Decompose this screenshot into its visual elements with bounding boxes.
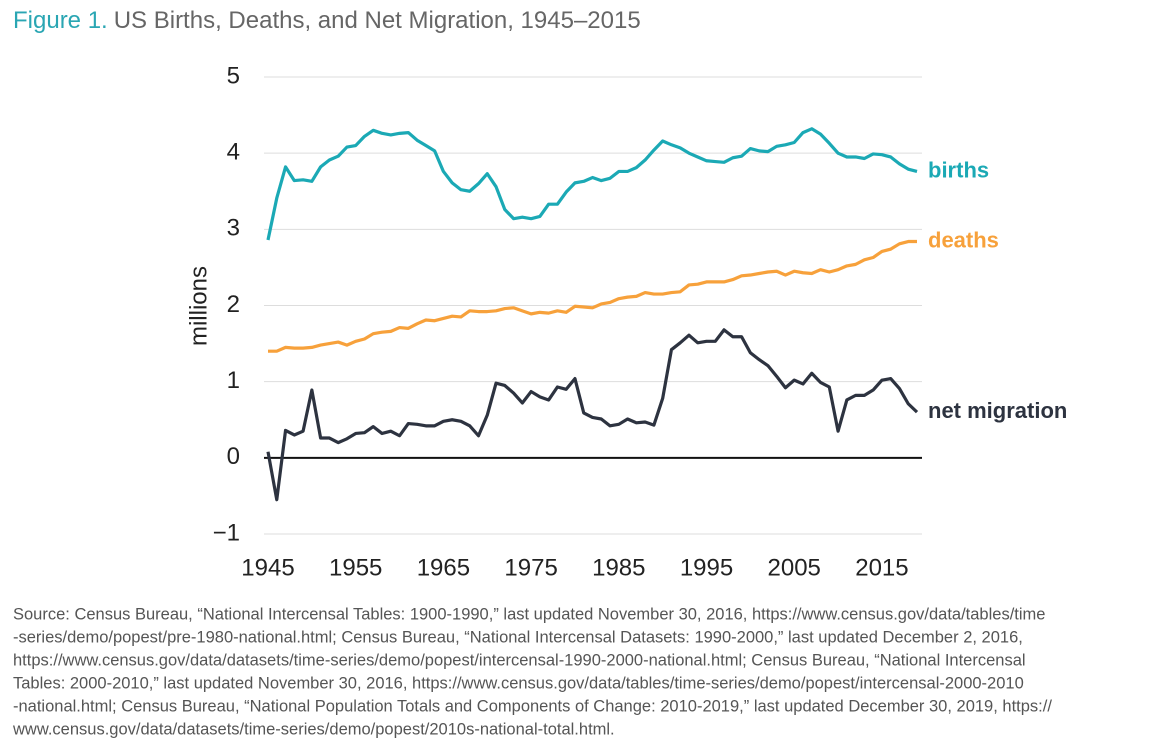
source-note: https://www.census.gov/data/datasets/tim… (13, 651, 1026, 669)
source-note: Tables: 2000-2010,” last updated Novembe… (13, 674, 1024, 692)
y-tick-label: 1 (227, 367, 240, 394)
x-tick-label: 1995 (680, 554, 733, 581)
source-note: -series/demo/popest/pre-1980-national.ht… (13, 628, 1023, 646)
series-label: deaths (928, 227, 999, 252)
x-tick-label: 1955 (329, 554, 382, 581)
title-line: Figure 1. US Births, Deaths, and Net Migr… (13, 7, 641, 34)
y-tick-label: 0 (227, 443, 240, 470)
chart-title: US Births, Deaths, and Net Migration, 19… (114, 7, 641, 34)
y-tick-label: 3 (227, 215, 240, 242)
x-tick-label: 1985 (592, 554, 645, 581)
series-label: births (928, 157, 989, 182)
x-tick-label: 2005 (768, 554, 821, 581)
source-note: -national.html; Census Bureau, “National… (13, 697, 1052, 715)
series-line (266, 127, 918, 241)
x-tick-label: 1945 (241, 554, 294, 581)
x-tick-label: 2015 (855, 554, 908, 581)
figure-label: Figure 1. (13, 7, 108, 34)
series-label: net migration (928, 398, 1067, 423)
source-note: www.census.gov/data/datasets/time-series… (12, 720, 615, 738)
y-tick-label: 4 (227, 139, 240, 166)
series-line (268, 239, 917, 353)
x-tick-label: 1965 (417, 554, 470, 581)
y-tick-label: −1 (213, 519, 240, 546)
y-tick-label: 5 (227, 62, 240, 89)
y-tick-label: 2 (227, 291, 240, 318)
y-axis-label: millions (185, 266, 212, 346)
source-note: Source: Census Bureau, “National Interce… (13, 605, 1045, 623)
x-tick-label: 1975 (504, 554, 557, 581)
series-line (266, 328, 919, 502)
